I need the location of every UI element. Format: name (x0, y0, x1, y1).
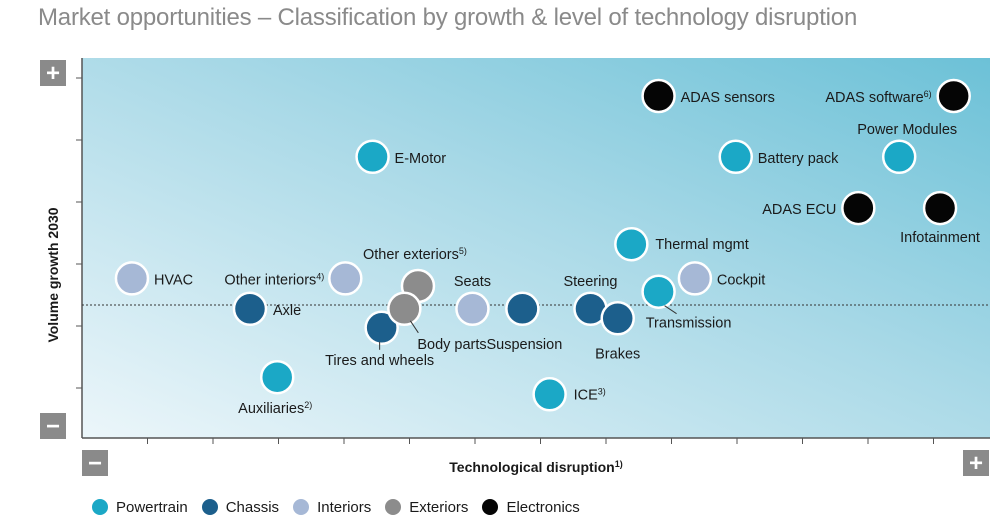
point-ice (532, 377, 567, 412)
point-label-adas-sensors: ADAS sensors (681, 90, 775, 106)
legend-item-electronics: Electronics (482, 498, 580, 516)
legend: Powertrain Chassis Interiors Exteriors Elect… (92, 496, 580, 518)
point-label-body-parts: Body parts (417, 337, 486, 353)
point-hvac (114, 261, 150, 296)
point-tires-and-wheels (364, 310, 399, 346)
legend-label-electronics: Electronics (506, 498, 580, 516)
x-min-box: − (82, 450, 108, 477)
legend-swatch-electronics (482, 499, 499, 515)
legend-item-interiors: Interiors (293, 499, 371, 516)
point-other-interiors (328, 261, 363, 296)
point-auxiliaries (259, 359, 295, 395)
point-adas-ecu (841, 190, 876, 226)
point-label-steering: Steering (563, 274, 617, 290)
point-label-thermal-mgmt: Thermal mgmt (655, 237, 748, 253)
y-min-box: − (40, 413, 66, 440)
point-label-seats: Seats (454, 274, 491, 290)
point-label-auxiliaries: Auxiliaries2) (238, 400, 312, 417)
point-thermal-mgmt (614, 226, 649, 262)
point-adas-sensors (641, 78, 676, 114)
x-max-box: + (963, 450, 989, 477)
point-label-other-exteriors: Other exteriors5) (363, 246, 467, 263)
x-axis-label: Technological disruption1) (449, 459, 622, 475)
point-label-cockpit: Cockpit (717, 272, 765, 288)
x-axis-label-sup: 1) (615, 459, 623, 469)
point-label-brakes: Brakes (595, 346, 640, 362)
legend-label-powertrain: Powertrain (116, 498, 188, 516)
page-title: Market opportunities – Classification by… (38, 4, 858, 31)
x-min-box-label: − (88, 450, 102, 477)
point-label-ice: ICE3) (574, 386, 606, 403)
point-axle (232, 291, 268, 327)
point-label-e-motor: E-Motor (395, 151, 447, 167)
point-label-adas-software: ADAS software6) (825, 89, 931, 106)
point-body-parts (387, 291, 422, 327)
point-suspension (505, 291, 540, 327)
point-label-transmission: Transmission (646, 316, 732, 332)
point-label-hvac: HVAC (154, 272, 193, 288)
y-max-box: + (40, 60, 66, 87)
legend-swatch-interiors (293, 499, 310, 515)
point-cockpit (677, 261, 713, 296)
leader-line-body-parts (409, 320, 419, 334)
point-label-axle: Axle (273, 303, 301, 319)
point-battery-pack (718, 139, 754, 175)
point-transmission (641, 274, 676, 309)
legend-item-powertrain: Powertrain (92, 499, 188, 516)
point-label-infotainment: Infotainment (900, 230, 980, 246)
point-label-tires-and-wheels: Tires and wheels (325, 353, 434, 369)
point-label-adas-ecu: ADAS ECU (762, 202, 836, 218)
point-label-suspension: Suspension (486, 337, 562, 353)
point-label-battery-pack: Battery pack (758, 151, 839, 167)
leader-line-transmission (664, 305, 677, 315)
point-brakes (600, 301, 635, 336)
y-min-box-label: − (46, 413, 60, 440)
point-e-motor (355, 139, 390, 175)
y-axis-label: Volume growth 2030 (45, 207, 61, 342)
point-infotainment (922, 190, 958, 226)
plot-area (82, 58, 990, 438)
legend-item-chassis: Chassis (201, 498, 280, 516)
point-adas-software (936, 78, 971, 114)
point-power-modules (881, 139, 917, 175)
point-seats (455, 291, 490, 327)
legend-swatch-exteriors (385, 499, 402, 515)
legend-swatch-chassis (201, 499, 218, 515)
legend-label-chassis: Chassis (225, 498, 280, 516)
legend-swatch-powertrain (92, 499, 108, 515)
point-label-other-interiors: Other interiors4) (224, 271, 324, 288)
x-max-box-label: + (969, 450, 983, 477)
point-label-power-modules: Power Modules (857, 122, 957, 138)
legend-item-exteriors: Exteriors (385, 499, 468, 516)
y-max-box-label: + (46, 60, 60, 87)
legend-label-interiors: Interiors (317, 498, 372, 516)
legend-label-exteriors: Exteriors (409, 498, 469, 516)
